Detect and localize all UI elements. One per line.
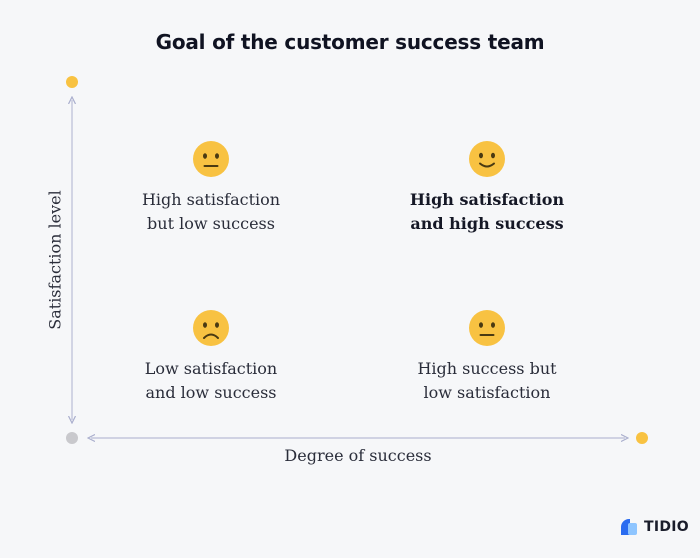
frowning-face-icon bbox=[193, 310, 229, 346]
y-axis-label: Satisfaction level bbox=[45, 190, 65, 330]
x-axis-label: Degree of success bbox=[284, 446, 432, 465]
quadrant-high-success-low-satisfaction: High success but low satisfaction bbox=[387, 309, 587, 405]
y-axis-end-dot bbox=[66, 76, 78, 88]
origin-dot bbox=[66, 432, 78, 444]
quadrant-high-satisfaction-low-success: High satisfaction but low success bbox=[111, 140, 311, 236]
slight-smile-face-icon bbox=[469, 141, 505, 177]
quadrant-text: High success but low satisfaction bbox=[417, 359, 557, 402]
neutral-face-icon bbox=[193, 141, 229, 177]
quadrant-text: Low satisfaction and low success bbox=[144, 359, 278, 402]
quadrant-text: High satisfaction and high success bbox=[409, 190, 565, 233]
tidio-logo: TIDIO bbox=[620, 518, 689, 536]
quadrant-text: High satisfaction but low success bbox=[141, 190, 281, 233]
quadrant-low-satisfaction-low-success: Low satisfaction and low success bbox=[111, 309, 311, 405]
brand-name: TIDIO bbox=[644, 519, 689, 535]
x-axis-end-dot bbox=[636, 432, 648, 444]
quadrant-high-satisfaction-high-success: High satisfaction and high success bbox=[387, 140, 587, 236]
neutral-face-icon bbox=[469, 310, 505, 346]
tidio-logo-icon bbox=[621, 519, 637, 535]
diagram-title: Goal of the customer success team bbox=[155, 30, 545, 54]
